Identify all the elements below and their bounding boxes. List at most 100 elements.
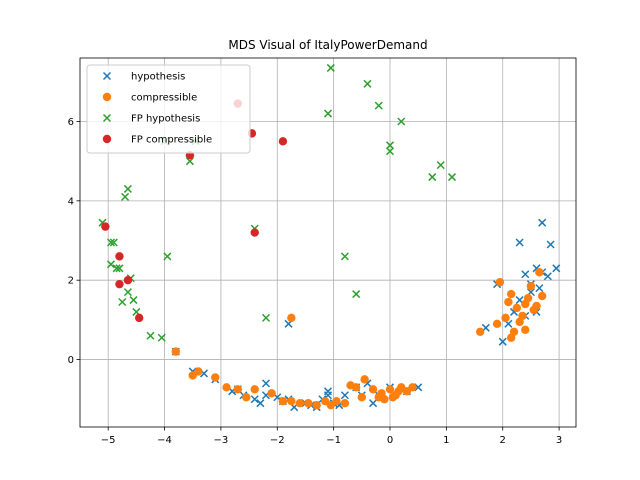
x-tick-label: 3: [556, 435, 562, 446]
data-point: [506, 289, 516, 299]
x-tick-label: −4: [157, 435, 172, 446]
data-point: [101, 222, 110, 231]
data-point: [408, 383, 417, 392]
data-point: [475, 327, 485, 336]
data-point: [115, 252, 124, 261]
x-tick-label: −2: [270, 435, 285, 446]
data-point: [250, 228, 259, 237]
data-point: [256, 399, 265, 408]
y-axis-ticks: 0 2 4 6: [68, 117, 80, 366]
data-point: [323, 387, 333, 396]
data-point: [394, 387, 403, 396]
data-point: [123, 275, 133, 285]
data-point: [492, 319, 502, 329]
legend: hypothesis compressible FP hypothesis FP co…: [86, 64, 251, 154]
data-point: [121, 192, 130, 201]
data-point: [428, 173, 437, 182]
data-point: [501, 313, 510, 323]
data-point: [357, 393, 367, 402]
legend-entry: FP compressible: [102, 134, 212, 146]
data-point: [287, 313, 296, 323]
data-point: [546, 240, 555, 249]
x-tick-label: 2: [500, 435, 506, 446]
data-point: [323, 109, 333, 118]
data-point: [552, 264, 561, 273]
legend-entry: hypothesis: [102, 71, 185, 83]
data-point: [267, 389, 276, 398]
series-compressible: [171, 268, 547, 410]
data-point: [518, 311, 527, 321]
data-point: [397, 117, 406, 126]
legend-entry: compressible: [102, 93, 197, 104]
data-point: [538, 218, 547, 227]
data-point: [326, 63, 335, 72]
data-point: [106, 260, 116, 269]
data-point: [287, 397, 296, 406]
data-point: [526, 281, 536, 291]
y-tick-label: 2: [68, 276, 74, 287]
data-point: [532, 301, 541, 311]
data-point: [242, 393, 251, 402]
data-point: [512, 303, 522, 313]
data-points: [98, 63, 561, 412]
data-point: [515, 238, 524, 247]
data-point: [521, 325, 530, 334]
data-point: [171, 347, 181, 356]
data-point: [129, 296, 138, 305]
data-point: [368, 385, 378, 394]
data-point: [250, 385, 259, 394]
legend-marker: [102, 113, 112, 123]
data-point: [211, 373, 220, 382]
x-tick-label: 0: [387, 435, 393, 446]
data-point: [278, 137, 288, 146]
data-point: [363, 79, 372, 88]
data-point: [537, 291, 547, 301]
data-point: [304, 398, 313, 408]
data-point: [523, 293, 533, 303]
data-point: [447, 173, 457, 182]
data-point: [123, 184, 132, 193]
data-point: [340, 398, 350, 408]
data-point: [115, 264, 124, 273]
y-tick-label: 0: [68, 355, 74, 366]
data-point: [495, 277, 505, 287]
data-point: [134, 313, 144, 323]
legend-label: hypothesis: [131, 72, 185, 83]
legend-entry: FP hypothesis: [102, 113, 200, 125]
data-point: [146, 331, 155, 340]
legend-marker: [102, 71, 112, 81]
data-point: [543, 272, 552, 281]
x-axis-ticks: −5 −4 −3 −2 −1 0 1 2 3: [101, 427, 562, 446]
data-point: [278, 397, 288, 406]
data-point: [374, 101, 383, 110]
legend-marker: [102, 134, 112, 144]
data-point: [261, 313, 271, 322]
data-point: [163, 252, 172, 261]
legend-label: FP compressible: [131, 135, 212, 146]
data-point: [109, 238, 118, 247]
data-point: [194, 367, 203, 376]
data-point: [250, 395, 259, 404]
data-point: [535, 268, 544, 277]
data-point: [352, 290, 361, 299]
data-point: [233, 385, 243, 394]
chart-title: MDS Visual of ItalyPowerDemand: [228, 38, 427, 52]
data-point: [106, 238, 116, 247]
data-point: [436, 161, 445, 170]
data-point: [369, 399, 378, 408]
data-point: [332, 397, 341, 406]
legend-frame: [86, 64, 251, 154]
data-point: [521, 270, 530, 279]
data-point: [385, 385, 395, 394]
legend-label: compressible: [131, 93, 197, 104]
data-point: [360, 375, 369, 384]
data-point: [222, 383, 231, 392]
data-point: [112, 264, 121, 273]
y-tick-label: 6: [68, 117, 74, 128]
data-point: [118, 297, 127, 307]
x-tick-label: −1: [326, 435, 341, 446]
x-tick-label: 1: [443, 435, 449, 446]
data-point: [351, 383, 361, 392]
data-point: [340, 252, 349, 261]
